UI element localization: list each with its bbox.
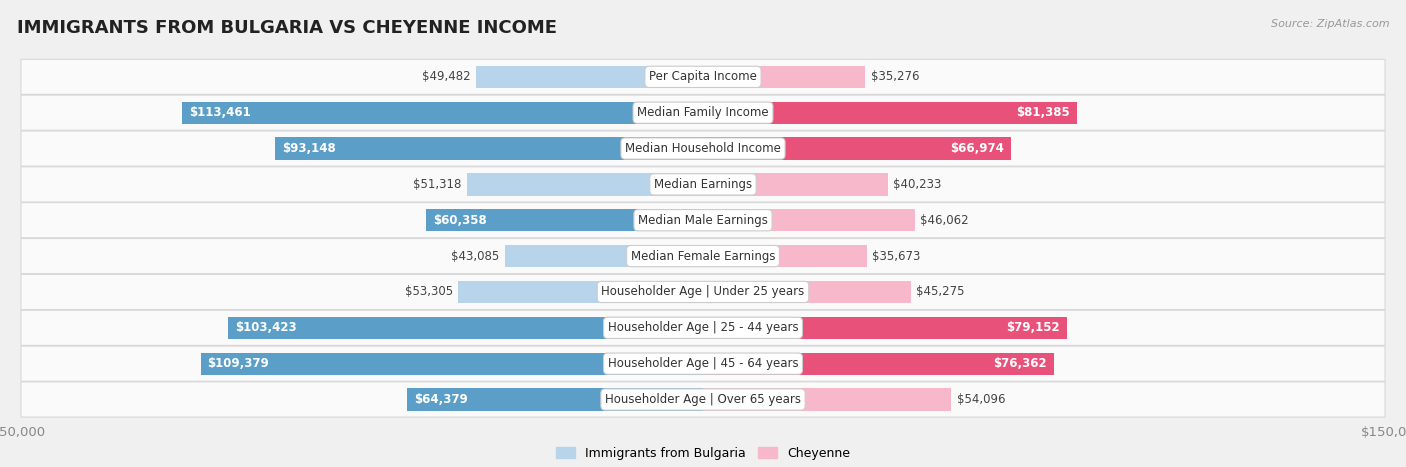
Text: Householder Age | Over 65 years: Householder Age | Over 65 years: [605, 393, 801, 406]
Text: $54,096: $54,096: [957, 393, 1005, 406]
Bar: [703, 173, 887, 196]
Text: Householder Age | Under 25 years: Householder Age | Under 25 years: [602, 285, 804, 298]
Text: $46,062: $46,062: [920, 214, 969, 227]
FancyBboxPatch shape: [21, 382, 1385, 417]
Text: $53,305: $53,305: [405, 285, 453, 298]
Bar: [475, 66, 703, 88]
Text: $60,358: $60,358: [433, 214, 486, 227]
Bar: [703, 389, 952, 410]
Text: $66,974: $66,974: [950, 142, 1004, 155]
Text: Median Family Income: Median Family Income: [637, 106, 769, 119]
FancyBboxPatch shape: [21, 310, 1385, 346]
Text: IMMIGRANTS FROM BULGARIA VS CHEYENNE INCOME: IMMIGRANTS FROM BULGARIA VS CHEYENNE INC…: [17, 19, 557, 37]
Text: Median Household Income: Median Household Income: [626, 142, 780, 155]
Bar: [703, 245, 868, 267]
FancyBboxPatch shape: [21, 59, 1385, 94]
Text: $45,275: $45,275: [917, 285, 965, 298]
Text: $35,276: $35,276: [870, 71, 920, 83]
Bar: [703, 281, 911, 303]
FancyBboxPatch shape: [21, 95, 1385, 130]
Bar: [276, 137, 703, 160]
FancyBboxPatch shape: [21, 167, 1385, 202]
FancyBboxPatch shape: [21, 131, 1385, 166]
Text: $103,423: $103,423: [235, 321, 297, 334]
Text: $79,152: $79,152: [1007, 321, 1060, 334]
Bar: [703, 66, 865, 88]
Text: $109,379: $109,379: [208, 357, 270, 370]
Text: $76,362: $76,362: [993, 357, 1047, 370]
FancyBboxPatch shape: [21, 346, 1385, 381]
FancyBboxPatch shape: [21, 275, 1385, 310]
Text: Median Female Earnings: Median Female Earnings: [631, 249, 775, 262]
FancyBboxPatch shape: [21, 203, 1385, 238]
Text: Median Male Earnings: Median Male Earnings: [638, 214, 768, 227]
FancyBboxPatch shape: [21, 239, 1385, 274]
Text: Householder Age | 45 - 64 years: Householder Age | 45 - 64 years: [607, 357, 799, 370]
Bar: [703, 102, 1077, 124]
Bar: [408, 389, 703, 410]
Text: $40,233: $40,233: [893, 178, 942, 191]
Bar: [703, 317, 1067, 339]
Text: Source: ZipAtlas.com: Source: ZipAtlas.com: [1271, 19, 1389, 28]
Bar: [467, 173, 703, 196]
Text: $113,461: $113,461: [188, 106, 250, 119]
Bar: [426, 209, 703, 231]
Text: Householder Age | 25 - 44 years: Householder Age | 25 - 44 years: [607, 321, 799, 334]
Text: $51,318: $51,318: [413, 178, 461, 191]
Legend: Immigrants from Bulgaria, Cheyenne: Immigrants from Bulgaria, Cheyenne: [551, 442, 855, 465]
Text: Per Capita Income: Per Capita Income: [650, 71, 756, 83]
Bar: [201, 353, 703, 375]
Text: $35,673: $35,673: [872, 249, 921, 262]
Bar: [181, 102, 703, 124]
Text: $81,385: $81,385: [1017, 106, 1070, 119]
Text: $43,085: $43,085: [451, 249, 499, 262]
Text: $93,148: $93,148: [283, 142, 336, 155]
Bar: [458, 281, 703, 303]
Text: $64,379: $64,379: [415, 393, 468, 406]
Text: $49,482: $49,482: [422, 71, 470, 83]
Text: Median Earnings: Median Earnings: [654, 178, 752, 191]
Bar: [703, 353, 1053, 375]
Bar: [703, 209, 914, 231]
Bar: [703, 137, 1011, 160]
Bar: [228, 317, 703, 339]
Bar: [505, 245, 703, 267]
